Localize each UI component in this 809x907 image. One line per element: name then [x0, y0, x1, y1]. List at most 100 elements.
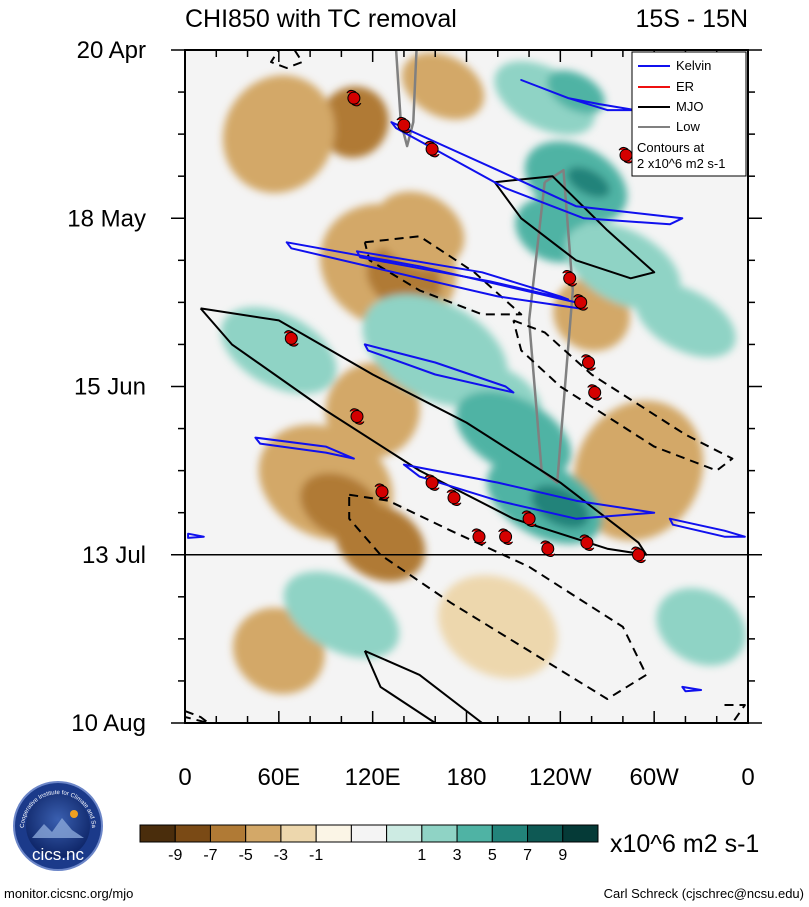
anomaly-blob-27: [283, 571, 400, 659]
y-axis: 20 Apr 18 May 15 Jun 13 Jul 10 Aug: [67, 37, 762, 737]
mjo-neg-3: [348, 493, 648, 700]
tc-marker-6: [283, 330, 299, 347]
tc-marker-11: [374, 483, 390, 500]
tc-marker-15: [498, 528, 514, 545]
tc-marker-12: [446, 489, 462, 506]
anomaly-blob-21: [455, 391, 572, 478]
kelvin-9: [187, 532, 205, 539]
colorbar-label-5: 1: [417, 847, 426, 864]
x-tick-label-6: 0: [741, 764, 754, 791]
legend-mjo: MJO: [676, 99, 703, 114]
anomaly-blob-28: [656, 588, 746, 666]
anomaly-blob-12: [438, 575, 558, 679]
x-tick-label-1: 60E: [257, 764, 300, 791]
anomaly-blob-1: [401, 52, 485, 120]
cicsnc-logo: Cooperative Institute for Climate and Sa…: [10, 780, 103, 871]
tc-marker-9: [349, 408, 365, 425]
mjo-neg-2: [512, 319, 734, 472]
logo-text: cics.nc: [32, 845, 84, 864]
tc-marker-18: [631, 546, 646, 564]
colorbar-label-4: -1: [309, 847, 323, 864]
tc-markers: [283, 89, 646, 564]
x-tick-label-3: 180: [446, 764, 486, 791]
kelvin-8: [668, 517, 746, 538]
tc-marker-13: [521, 510, 537, 527]
anomaly-blob-5: [374, 191, 465, 269]
legend-note-1: Contours at: [637, 140, 705, 155]
mjo-neg-5: [185, 710, 210, 723]
low-2: [527, 168, 575, 484]
low-contours: [394, 50, 575, 484]
tc-marker-0: [346, 89, 362, 107]
colorbar-label-2: -5: [239, 847, 253, 864]
colorbar-swatch-10: [491, 824, 529, 843]
colorbar-swatch-6: [350, 824, 388, 843]
colorbar-swatch-4: [280, 824, 317, 843]
mjo-neg-1: [363, 235, 523, 316]
kelvin-6: [254, 436, 355, 460]
colorbar-swatch-3: [245, 824, 282, 843]
tc-marker-14: [471, 528, 487, 545]
legend-low: Low: [676, 119, 700, 134]
colorbar-swatch-2: [209, 824, 247, 843]
tc-marker-8: [587, 384, 603, 401]
footer-left: monitor.cicsnc.org/mjo: [4, 886, 133, 901]
colorbar: -9 -7 -5 -3 -1 1 3 5 7 9: [139, 824, 599, 864]
colorbar-swatch-1: [174, 824, 211, 843]
kelvin-4: [356, 250, 570, 301]
anomaly-field: [221, 52, 746, 695]
colorbar-label-9: 9: [558, 847, 567, 864]
legend-note-2: 2 x10^6 m2 s-1: [637, 156, 725, 171]
anomaly-blob-0: [319, 86, 389, 158]
x-tick-label-2: 120E: [345, 764, 401, 791]
colorbar-label-7: 5: [488, 847, 497, 864]
mjo-neg-6: [724, 704, 746, 723]
tc-marker-2: [424, 140, 440, 158]
footer-right: Carl Schreck (cjschrec@ncsu.edu): [604, 886, 804, 901]
y-tick-label-1: 18 May: [67, 205, 146, 232]
y-tick-label-0: 20 Apr: [77, 37, 146, 64]
anomaly-blob-26: [635, 283, 736, 358]
tc-marker-16: [579, 534, 595, 551]
chart-subtitle: 15S - 15N: [635, 5, 748, 33]
tc-marker-1: [396, 116, 412, 134]
anomaly-blob-10: [335, 504, 426, 582]
x-tick-label-0: 0: [178, 764, 191, 791]
colorbar-swatch-12: [562, 824, 599, 843]
y-tick-label-2: 15 Jun: [74, 374, 146, 401]
tc-marker-7: [581, 354, 596, 371]
y-tick-label-3: 13 Jul: [82, 542, 146, 569]
legend: Kelvin ER MJO Low Contours at 2 x10^6 m2…: [631, 51, 747, 177]
colorbar-swatch-9: [456, 824, 493, 843]
colorbar-label-6: 3: [453, 847, 462, 864]
kelvin-5: [363, 343, 515, 394]
mjo-pos-3: [363, 649, 484, 723]
low-1: [394, 50, 418, 148]
x-tick-label-5: 60W: [629, 764, 679, 791]
colorbar-unit: x10^6 m2 s-1: [610, 830, 759, 858]
colorbar-swatch-0: [139, 824, 176, 843]
colorbar-label-1: -7: [203, 847, 217, 864]
tc-marker-10: [424, 474, 440, 491]
y-tick-label-4: 10 Aug: [71, 710, 146, 737]
x-axis: 0 60E 120E 180 120W 60W 0: [178, 50, 755, 791]
mjo-pos-1: [493, 175, 656, 280]
legend-kelvin: Kelvin: [676, 58, 711, 73]
chart-title: CHI850 with TC removal: [185, 5, 457, 33]
x-tick-label-4: 120W: [529, 764, 592, 791]
kelvin-10: [681, 685, 703, 693]
colorbar-swatch-5: [315, 824, 352, 843]
colorbar-swatch-8: [421, 824, 458, 843]
mjo-neg-4: [270, 50, 304, 69]
anomaly-blob-2: [222, 75, 335, 194]
colorbar-label-8: 7: [523, 847, 532, 864]
colorbar-swatch-7: [386, 824, 423, 843]
colorbar-label-3: -3: [274, 847, 288, 864]
colorbar-label-0: -9: [168, 847, 182, 864]
tc-marker-5: [573, 294, 589, 311]
mjo-contours: [185, 50, 746, 723]
tc-marker-17: [540, 540, 556, 557]
mjo-pos-2: [199, 307, 648, 556]
colorbar-swatch-11: [527, 824, 564, 843]
